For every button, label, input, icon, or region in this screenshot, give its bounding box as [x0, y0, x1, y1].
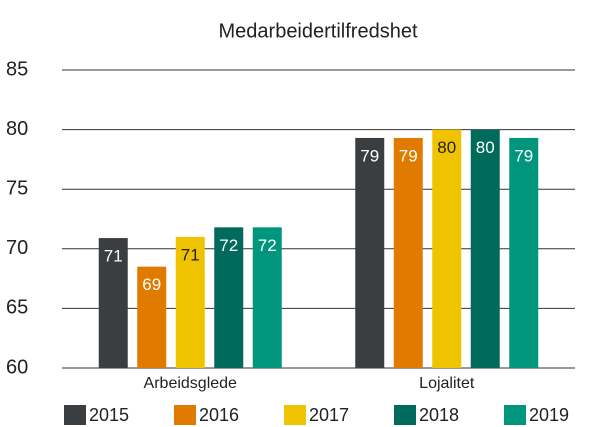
- bar: [470, 129, 500, 368]
- data-label: 79: [360, 146, 379, 165]
- legend-swatch: [284, 405, 306, 425]
- legend-swatch: [174, 405, 196, 425]
- legend-swatch: [64, 405, 86, 425]
- bar: [214, 227, 244, 368]
- chart-title: Medarbeidertilfredshet: [219, 20, 418, 42]
- bar: [393, 137, 423, 368]
- bar: [252, 227, 282, 368]
- data-label: 72: [219, 236, 238, 255]
- legend-label: 2017: [309, 405, 349, 425]
- bar: [432, 129, 462, 368]
- bar: [175, 236, 205, 368]
- bar: [137, 266, 167, 368]
- legend-swatch: [504, 405, 526, 425]
- legend-label: 2019: [529, 405, 569, 425]
- y-tick-label: 65: [6, 297, 28, 319]
- bar: [98, 238, 128, 368]
- data-label: 69: [142, 275, 161, 294]
- bar: [355, 137, 385, 368]
- data-label: 71: [181, 245, 200, 264]
- y-tick-label: 60: [6, 356, 28, 378]
- y-tick-label: 80: [6, 118, 28, 140]
- legend-label: 2015: [89, 405, 129, 425]
- legend-label: 2016: [199, 405, 239, 425]
- legend-label: 2018: [419, 405, 459, 425]
- data-label: 71: [104, 247, 123, 266]
- data-label: 79: [399, 146, 418, 165]
- y-tick-label: 75: [6, 177, 28, 199]
- data-label: 80: [476, 138, 495, 157]
- y-tick-label: 70: [6, 237, 28, 259]
- data-label: 80: [437, 138, 456, 157]
- bar: [509, 137, 539, 368]
- data-label: 72: [258, 236, 277, 255]
- data-label: 79: [514, 146, 533, 165]
- x-tick-label: Arbeidsglede: [144, 375, 238, 392]
- x-tick-label: Lojalitet: [419, 375, 475, 392]
- legend-swatch: [394, 405, 416, 425]
- y-tick-label: 85: [6, 58, 28, 80]
